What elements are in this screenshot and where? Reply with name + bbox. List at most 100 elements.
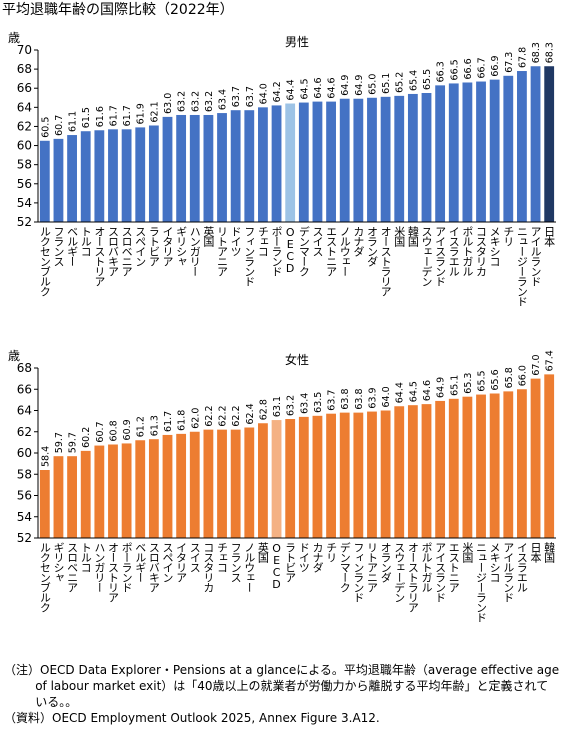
value-label: 61.8 <box>177 410 188 431</box>
bar <box>517 389 527 538</box>
value-label: 63.2 <box>177 91 188 112</box>
value-label: 64.2 <box>272 81 283 102</box>
x-tick-label: ノルウェー <box>338 226 351 276</box>
x-tick-label: スペイン <box>161 542 174 582</box>
bar <box>462 82 473 222</box>
value-label: 64.4 <box>286 79 297 100</box>
value-label: 67.4 <box>545 350 556 371</box>
x-tick-label: エストニア <box>325 226 338 277</box>
bar <box>312 101 323 222</box>
x-tick-label: フランス <box>229 542 242 583</box>
value-label: 63.7 <box>231 86 242 107</box>
x-tick-label: メキシコ <box>488 226 501 266</box>
x-tick-label: トルコ <box>79 226 92 256</box>
y-tick-label: 64 <box>17 404 32 418</box>
y-tick-label: 62 <box>17 425 32 439</box>
x-tick-label: ドイツ <box>229 226 242 256</box>
bar <box>217 429 227 538</box>
x-tick-label: オーストリア <box>106 542 119 603</box>
bar <box>108 129 118 222</box>
value-label: 60.5 <box>40 117 51 138</box>
x-tick-label: チェコ <box>256 226 269 256</box>
value-label: 61.3 <box>149 415 160 436</box>
value-label: 64.9 <box>340 75 351 96</box>
bar <box>421 404 432 538</box>
x-tick-label: 英国 <box>256 541 269 564</box>
bar <box>121 129 132 222</box>
x-tick-label: ベルギー <box>66 226 79 266</box>
x-tick-label: リトアニア <box>365 542 378 593</box>
bar <box>544 374 555 538</box>
bar <box>271 420 282 538</box>
x-tick-label: チリ <box>502 226 515 246</box>
value-label: 65.2 <box>395 72 406 93</box>
bar <box>176 114 187 222</box>
bar <box>353 412 364 538</box>
bar <box>67 135 77 222</box>
bar <box>162 116 173 222</box>
x-tick-label: ニュージーランド <box>475 542 488 622</box>
bar <box>94 445 105 538</box>
y-tick-label: 70 <box>17 43 32 57</box>
x-tick-label: スロバキア <box>106 226 119 277</box>
bar <box>517 71 527 223</box>
bar <box>476 394 486 538</box>
y-axis-label: 歳 <box>8 349 20 363</box>
bar <box>530 378 541 538</box>
bar <box>135 440 146 538</box>
bar <box>285 419 296 538</box>
value-label: 65.3 <box>463 373 474 394</box>
value-label: 63.8 <box>340 388 351 409</box>
x-tick-label: 韓国 <box>543 542 556 564</box>
bar <box>380 96 391 222</box>
y-tick-label: 56 <box>17 177 32 191</box>
page-title: 平均退職年齢の国際比較（2022年） <box>2 2 234 18</box>
bar <box>435 85 446 222</box>
x-tick-label: 韓国 <box>406 226 419 248</box>
bar <box>298 416 309 538</box>
bar <box>80 450 91 538</box>
value-label: 60.9 <box>122 419 133 440</box>
x-tick-label: カナダ <box>311 542 324 573</box>
x-tick-label: アイスランド <box>434 226 447 286</box>
chart: 平均退職年齢の国際比較（2022年） 男性歳525456586062646668… <box>2 2 556 622</box>
bar <box>503 75 514 222</box>
value-label: 62.1 <box>149 101 160 122</box>
value-label: 66.5 <box>449 59 460 80</box>
value-label: 60.8 <box>108 420 119 441</box>
y-axis-label: 歳 <box>8 31 20 45</box>
y-tick-label: 54 <box>17 510 32 524</box>
bar <box>448 398 459 538</box>
value-label: 67.8 <box>517 47 528 68</box>
bar <box>271 105 282 222</box>
x-tick-label: フィンランド <box>352 542 365 602</box>
value-label: 62.2 <box>231 405 242 426</box>
value-label: 66.3 <box>436 61 447 82</box>
bar <box>162 434 173 538</box>
value-label: 65.5 <box>477 370 488 391</box>
value-label: 65.4 <box>408 70 419 91</box>
x-tick-label: スイス <box>188 542 201 573</box>
y-tick-label: 60 <box>17 139 32 153</box>
value-label: 65.8 <box>504 367 515 388</box>
value-label: 63.2 <box>286 395 297 416</box>
x-tick-label: フィンランド <box>243 226 256 286</box>
x-tick-label: スペイン <box>134 226 147 266</box>
value-label: 62.2 <box>204 405 215 426</box>
value-label: 64.6 <box>327 77 338 98</box>
value-label: 62.8 <box>258 399 269 420</box>
value-label: 59.7 <box>68 432 79 453</box>
x-tick-label: ポルトガル <box>461 226 474 276</box>
y-tick-label: 62 <box>17 119 32 133</box>
value-label: 61.6 <box>95 106 106 127</box>
x-tick-label: オーストラリア <box>406 542 419 613</box>
x-tick-label: チェコ <box>216 542 229 572</box>
bar <box>448 83 459 222</box>
x-tick-label: OECD <box>284 226 297 274</box>
value-label: 64.5 <box>408 381 419 402</box>
bar <box>148 125 159 222</box>
value-label: 61.1 <box>68 111 79 132</box>
bar <box>258 107 268 222</box>
value-label: 61.7 <box>122 105 133 126</box>
